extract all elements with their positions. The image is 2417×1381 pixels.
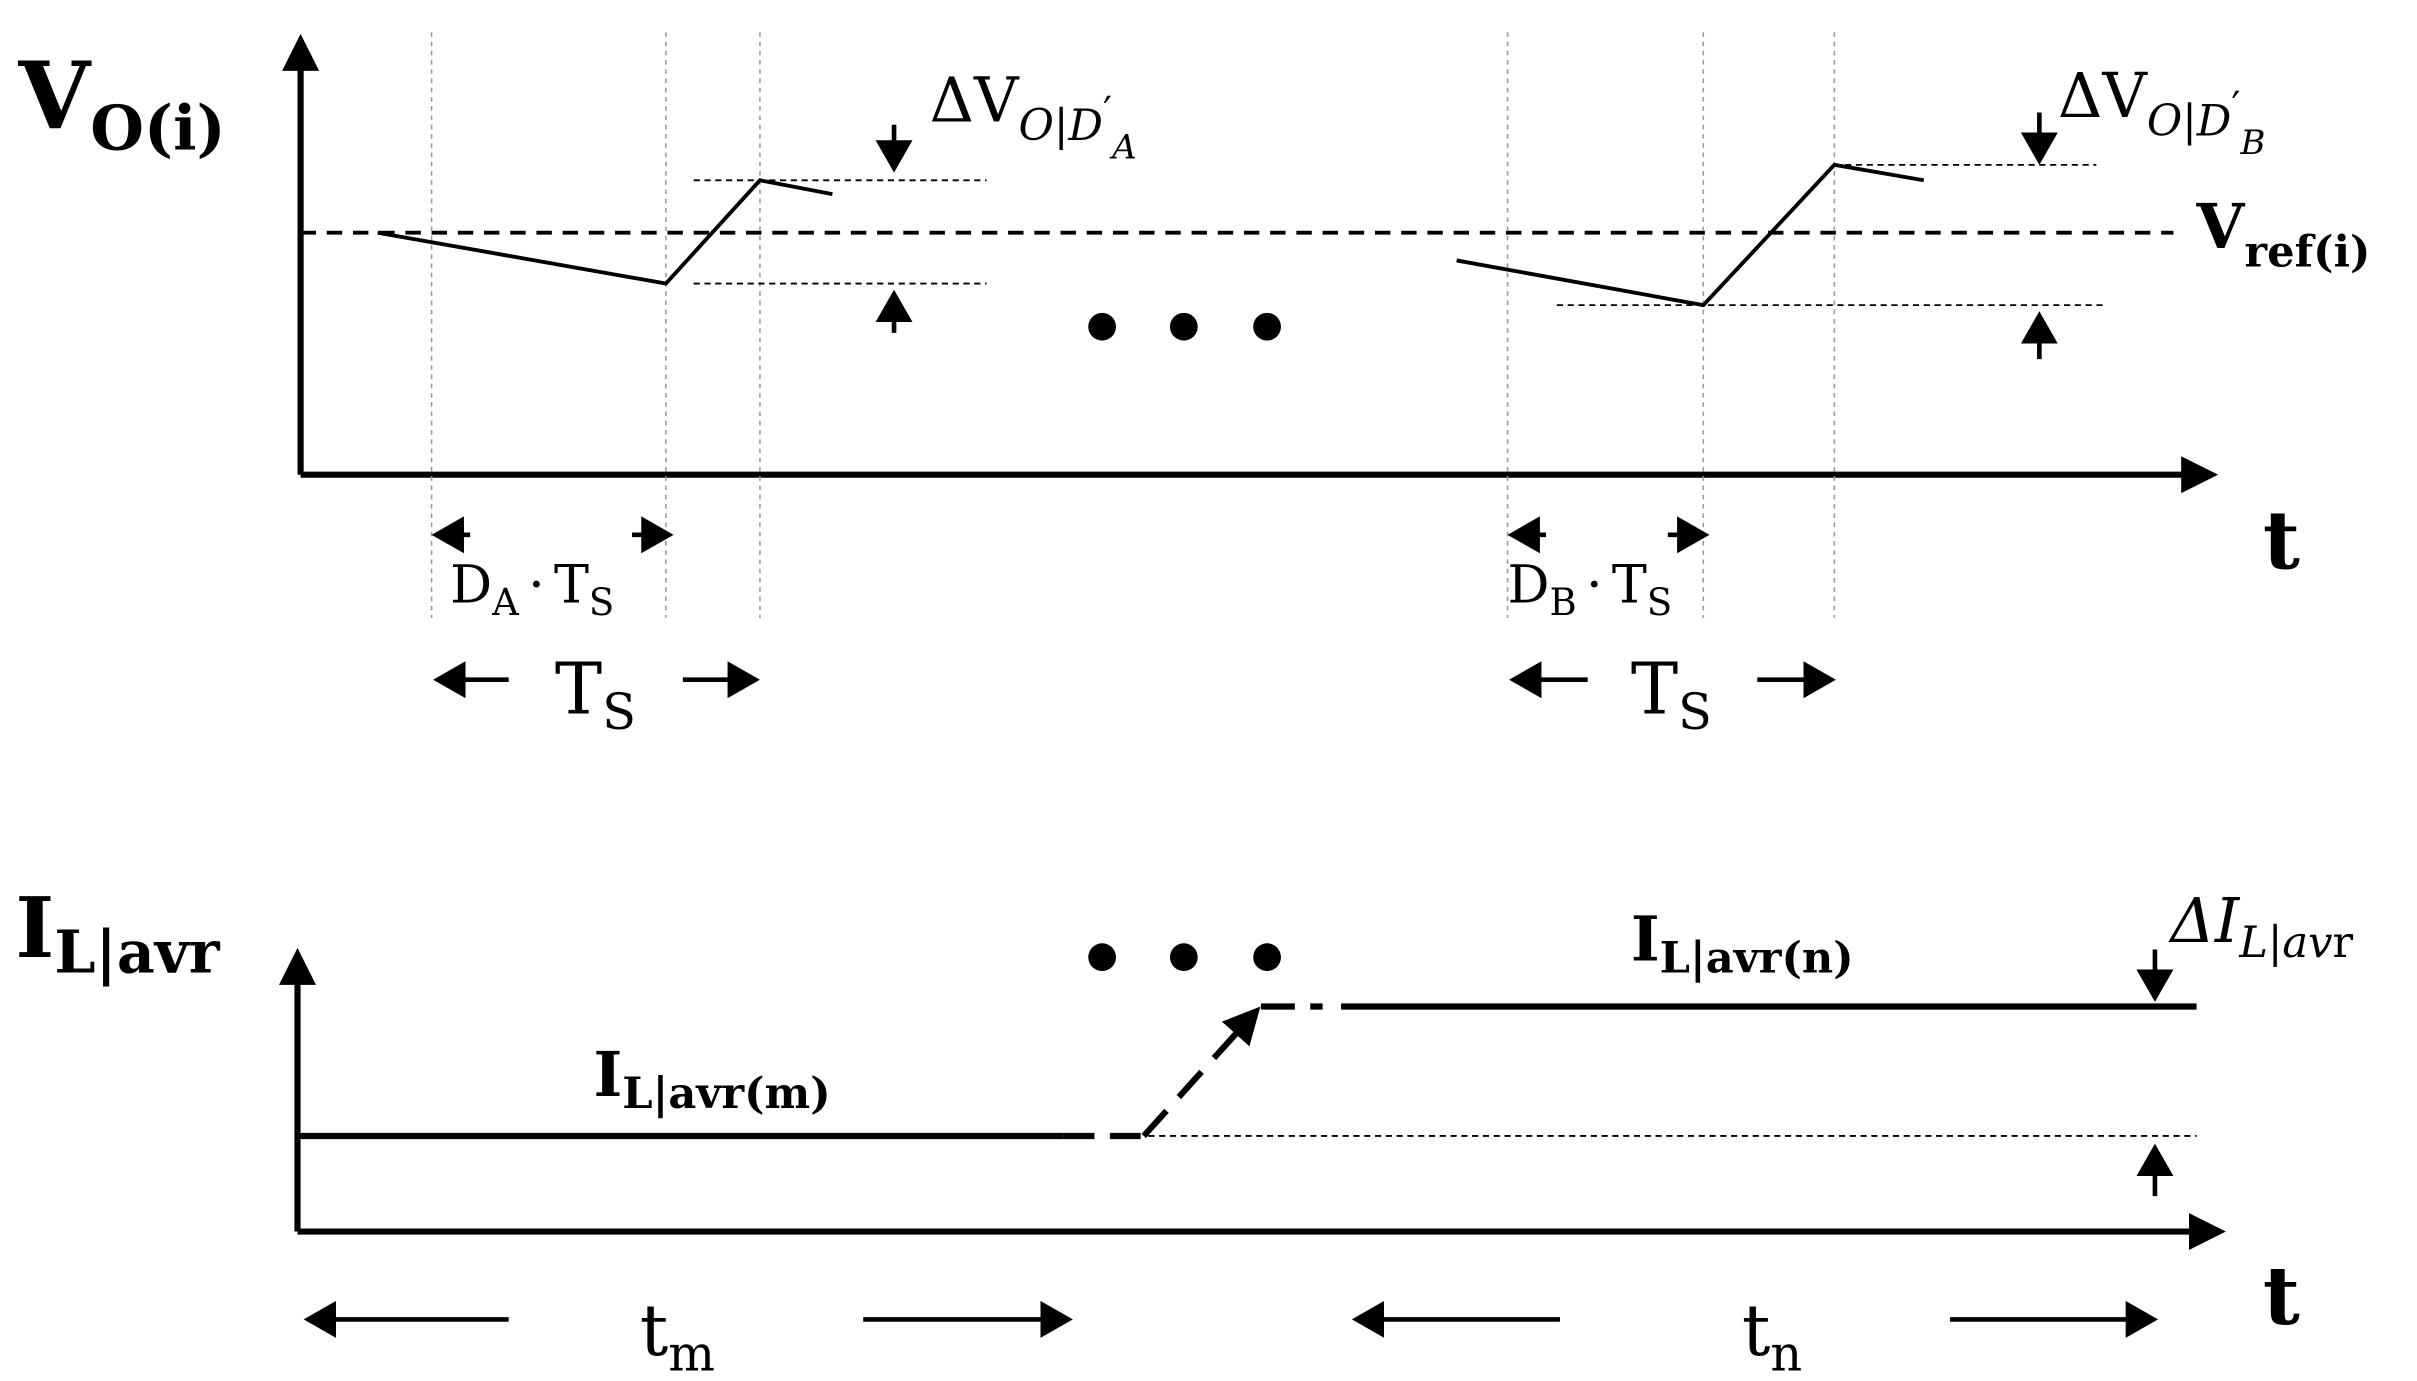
- label-part: O|D: [2147, 97, 2232, 147]
- shape: [1169, 312, 1198, 341]
- label-part: S: [1647, 581, 1672, 624]
- bottom-graph: IL|avr t IL|avr(m) IL|avr(n) ΔIL|avr tm …: [15, 879, 2353, 1381]
- duty-b-label: DB · TS: [1508, 555, 1673, 624]
- label-part: t: [640, 1289, 669, 1372]
- grid-guides: [430, 32, 1836, 619]
- label-part: ′: [1103, 89, 1112, 135]
- label-part: L|av: [2238, 918, 2332, 968]
- shape: [1088, 943, 1117, 972]
- waveform-b: [1456, 162, 1925, 308]
- label-part: S: [1678, 683, 1712, 741]
- label-part: ΔV: [929, 65, 1020, 137]
- label-part: I: [1631, 902, 1660, 975]
- label-part: t: [1742, 1289, 1770, 1372]
- level-n-label: IL|avr(n): [1631, 902, 1854, 983]
- top-graph: VO(i) t Vref(i) ΔVO|D′A ΔVO|D′B DA · TS DB…: [17, 32, 2370, 741]
- label-part: m: [668, 1324, 715, 1381]
- ripple-b-label: ΔVO|D′B: [2058, 60, 2266, 162]
- t-n-label: tn: [1742, 1289, 1802, 1381]
- ellipsis: [1088, 943, 1281, 972]
- duty-a-label: DA · TS: [450, 555, 614, 624]
- period-a-label: TS: [555, 648, 636, 741]
- label-part: ·: [1586, 555, 1603, 616]
- y-label: VO(i): [17, 41, 225, 165]
- label-part: L|avr(m): [622, 1068, 830, 1119]
- label-part: A: [491, 581, 520, 624]
- ref-label: Vref(i): [2196, 190, 2371, 277]
- label-part: ΔV: [2058, 60, 2149, 132]
- t-m-label: tm: [640, 1289, 715, 1381]
- label-part: D: [450, 555, 492, 616]
- label-part: ΔI: [2168, 885, 2241, 957]
- period-b-label: TS: [1631, 648, 1712, 741]
- shape: [1169, 943, 1198, 972]
- label-part: L|avr: [54, 918, 220, 987]
- transition: [1141, 1006, 1261, 1139]
- label-part: I: [15, 879, 54, 977]
- y-label: IL|avr: [15, 879, 220, 986]
- label-part: ′: [2231, 84, 2240, 130]
- waveform-a: [377, 178, 833, 286]
- label-part: A: [1109, 128, 1137, 167]
- label-part: I: [593, 1038, 622, 1111]
- x-label: t: [2263, 1249, 2300, 1343]
- label-part: T: [1631, 648, 1678, 731]
- label-part: ·: [528, 555, 545, 616]
- level-m-label: IL|avr(m): [593, 1038, 830, 1119]
- label-part: B: [2240, 123, 2266, 162]
- shape: [1253, 943, 1281, 972]
- label-part: T: [554, 555, 589, 616]
- label-part: S: [602, 683, 636, 741]
- x-label: t: [2263, 494, 2300, 588]
- label-part: T: [1612, 555, 1647, 616]
- label-part: V: [2196, 190, 2246, 263]
- label-part: D: [1508, 555, 1550, 616]
- shape: [1253, 312, 1281, 341]
- ripple-a-label: ΔVO|D′A: [929, 65, 1136, 167]
- delta-label: ΔIL|avr: [2168, 885, 2353, 968]
- label-part: T: [555, 648, 602, 731]
- label-part: V: [17, 41, 92, 150]
- shape: [1088, 312, 1117, 341]
- label-part: B: [1550, 581, 1577, 624]
- label-part: r: [2333, 918, 2354, 968]
- label-part: O(i): [90, 91, 225, 164]
- label-part: L|avr(n): [1660, 933, 1854, 984]
- label-part: n: [1770, 1324, 1802, 1381]
- label-part: ref(i): [2244, 227, 2370, 278]
- label-part: S: [589, 581, 614, 624]
- label-part: O|D: [1019, 101, 1104, 151]
- ellipsis: [1088, 312, 1281, 341]
